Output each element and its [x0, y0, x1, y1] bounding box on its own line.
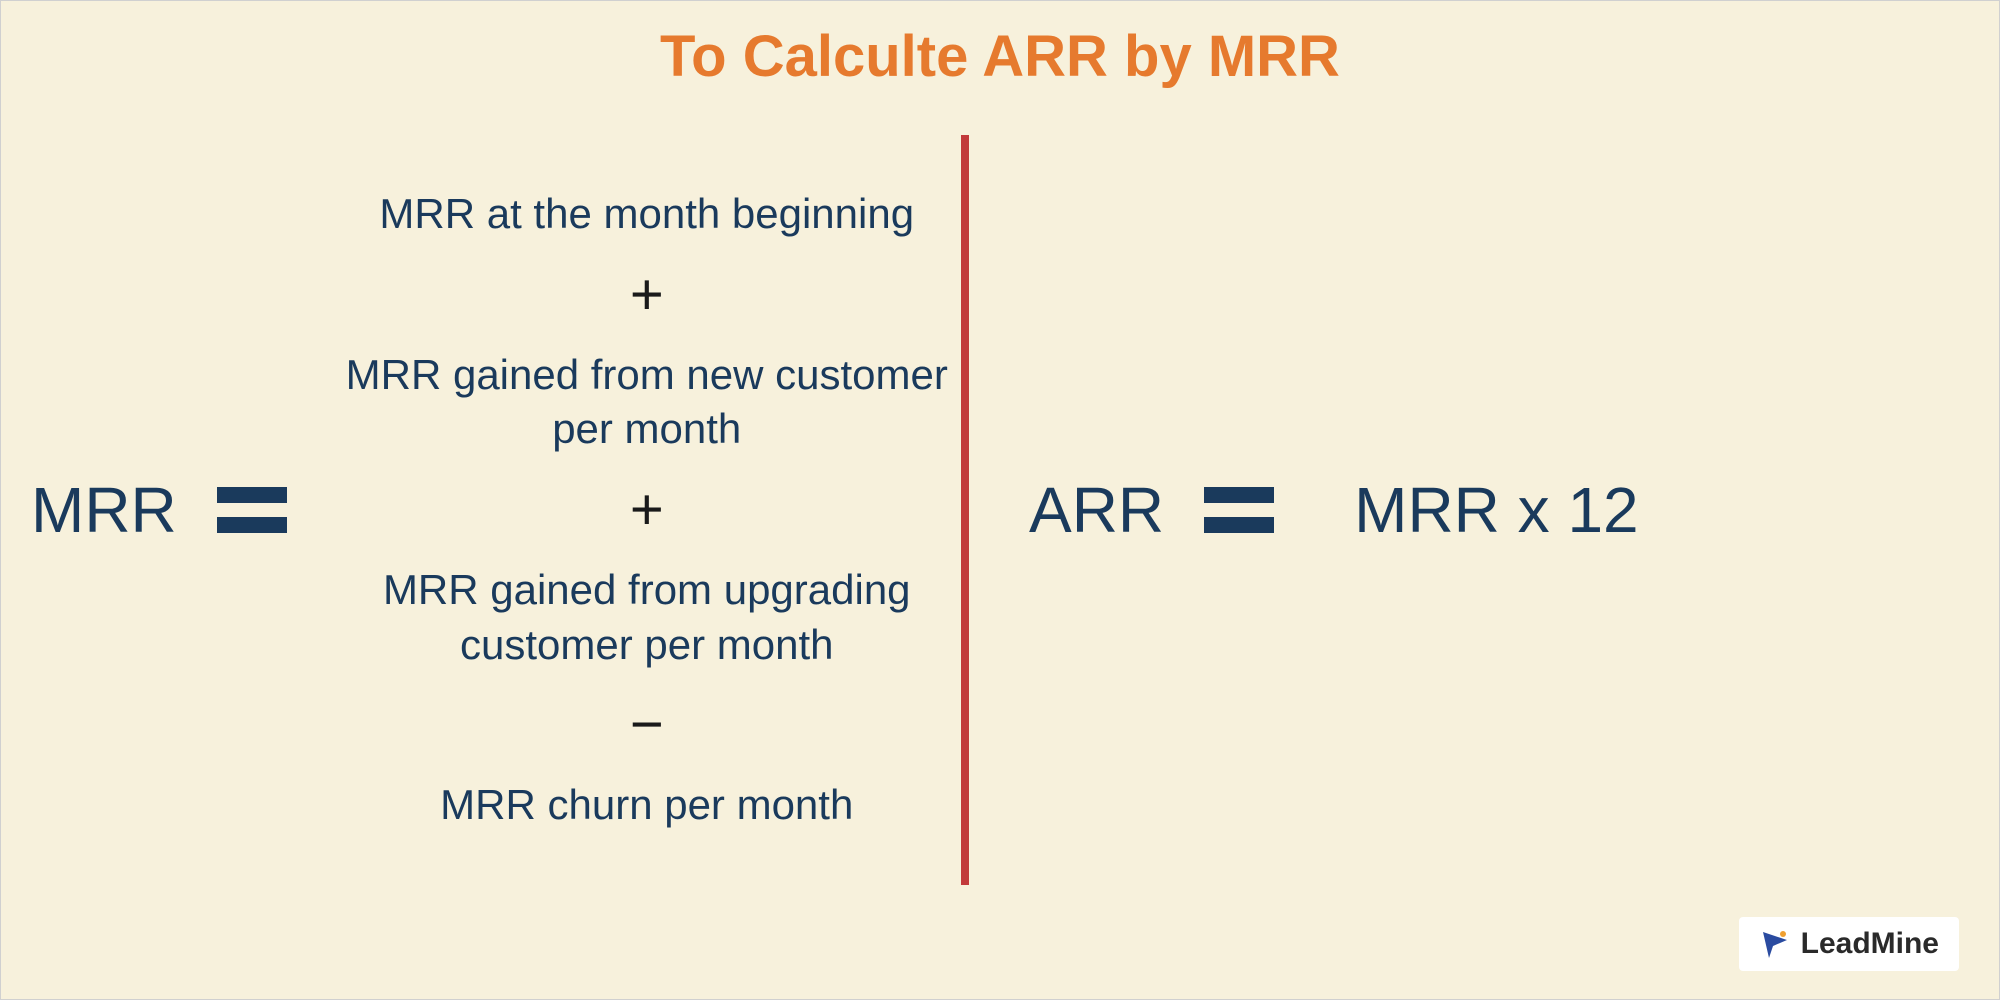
page-title: To Calculte ARR by MRR	[1, 1, 1999, 90]
equals-icon	[217, 487, 287, 533]
logo: LeadMine	[1739, 917, 1959, 971]
arr-value: MRR x 12	[1354, 473, 1639, 547]
plus-operator: +	[630, 481, 664, 539]
formula-term: MRR gained from new customer per month	[337, 348, 957, 457]
mrr-formula-stack: MRR at the month beginning + MRR gained …	[337, 187, 957, 833]
formula-term: MRR gained from upgrading customer per m…	[337, 563, 957, 672]
equals-icon	[1204, 487, 1274, 533]
vertical-divider	[961, 135, 969, 885]
plus-operator: +	[630, 266, 664, 324]
arr-label: ARR	[1029, 473, 1164, 547]
logo-text: LeadMine	[1801, 927, 1939, 961]
minus-operator: −	[630, 696, 664, 754]
mrr-formula-section: MRR MRR at the month beginning + MRR gai…	[1, 187, 961, 833]
content-area: MRR MRR at the month beginning + MRR gai…	[1, 100, 1999, 920]
leadmine-icon	[1759, 928, 1791, 960]
formula-term: MRR churn per month	[440, 778, 853, 833]
formula-term: MRR at the month beginning	[379, 187, 914, 242]
arr-formula-section: ARR MRR x 12	[969, 473, 1999, 547]
mrr-label: MRR	[31, 473, 177, 547]
